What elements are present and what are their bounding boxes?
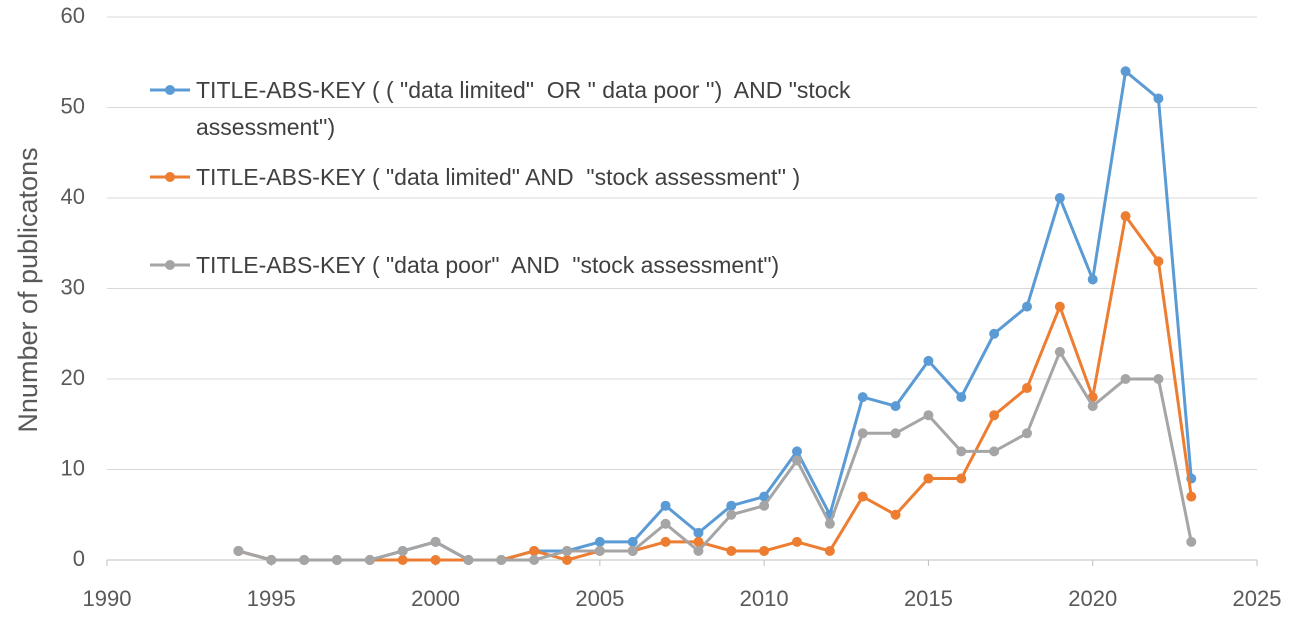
data-point (364, 555, 375, 565)
data-point (1153, 374, 1164, 384)
x-tick-label: 2020 (1068, 586, 1117, 611)
data-point (989, 446, 1000, 457)
data-point (529, 555, 540, 565)
data-point (1153, 93, 1164, 104)
data-point (824, 545, 835, 556)
data-point (430, 555, 441, 565)
data-point (1087, 274, 1098, 285)
data-point (956, 446, 967, 457)
legend-label: TITLE-ABS-KEY ( ( "data limited" OR " da… (196, 76, 857, 140)
x-tick-label: 2010 (740, 586, 789, 611)
data-point (562, 545, 572, 556)
data-point (890, 401, 901, 412)
y-tick-label: 10 (61, 455, 85, 480)
data-point (1120, 211, 1131, 222)
data-point (594, 536, 605, 547)
data-point (726, 545, 737, 556)
data-point (529, 545, 540, 556)
y-tick-label: 60 (61, 3, 85, 28)
data-point (1054, 193, 1065, 203)
data-point (792, 446, 802, 457)
y-tick-label: 20 (61, 365, 85, 390)
data-point (956, 473, 967, 484)
data-point (726, 509, 737, 520)
data-point (397, 545, 408, 556)
data-point (759, 500, 770, 511)
x-tick-label: 2015 (904, 586, 953, 611)
data-point (1120, 374, 1131, 384)
data-point (627, 545, 638, 556)
data-point (397, 555, 408, 565)
data-point (1022, 428, 1032, 439)
data-point (956, 392, 967, 403)
x-tick-label: 1995 (247, 586, 296, 611)
legend-marker (165, 172, 175, 182)
x-tick-label: 2000 (411, 586, 460, 611)
data-point (660, 518, 671, 529)
data-point (1153, 256, 1164, 267)
y-tick-label: 0 (73, 546, 85, 571)
data-point (693, 545, 704, 556)
data-point (627, 536, 638, 547)
data-point (923, 355, 934, 366)
data-point (1022, 301, 1032, 312)
data-point (923, 473, 934, 484)
y-tick-label: 40 (61, 184, 85, 209)
legend-marker (165, 85, 175, 95)
data-point (660, 500, 671, 511)
data-point (857, 392, 868, 403)
data-point (496, 555, 507, 565)
data-point (266, 555, 277, 565)
y-tick-label: 50 (61, 93, 85, 118)
data-point (759, 491, 770, 502)
x-tick-label: 2025 (1233, 586, 1282, 611)
data-point (1054, 301, 1065, 312)
data-point (726, 500, 737, 511)
legend-label: TITLE-ABS-KEY ( "data poor" AND "stock a… (196, 251, 780, 278)
data-point (824, 518, 835, 529)
data-point (989, 410, 1000, 421)
series-line (238, 212, 1193, 562)
data-point (693, 536, 704, 547)
data-point (989, 328, 1000, 339)
x-tick-label: 1990 (83, 586, 132, 611)
data-point (660, 536, 671, 547)
data-point (857, 491, 868, 502)
data-point (1186, 491, 1197, 502)
data-point (890, 509, 901, 520)
data-point (857, 428, 868, 439)
data-point (693, 527, 704, 538)
data-point (890, 428, 901, 439)
legend-marker (165, 260, 175, 270)
data-point (463, 555, 474, 565)
data-point (792, 536, 802, 547)
data-point (1054, 346, 1065, 357)
data-point (332, 555, 342, 565)
data-point (562, 555, 572, 565)
series-line (238, 348, 1193, 562)
data-point (299, 555, 310, 565)
data-point (792, 455, 802, 466)
data-point (1186, 536, 1197, 547)
data-point (1120, 66, 1131, 77)
y-axis-label: Nnumber of publicatons (13, 147, 43, 432)
data-point (594, 545, 605, 556)
data-point (1022, 383, 1032, 394)
data-point (1087, 401, 1098, 412)
legend-label: TITLE-ABS-KEY ( "data limited" AND "stoc… (196, 163, 801, 190)
data-point (759, 545, 770, 556)
data-point (430, 536, 441, 547)
y-tick-label: 30 (61, 274, 85, 299)
data-point (923, 410, 934, 421)
x-tick-label: 2005 (575, 586, 624, 611)
data-point (233, 545, 244, 556)
